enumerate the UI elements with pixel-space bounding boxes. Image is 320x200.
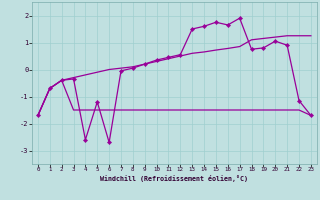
X-axis label: Windchill (Refroidissement éolien,°C): Windchill (Refroidissement éolien,°C) [100,175,248,182]
